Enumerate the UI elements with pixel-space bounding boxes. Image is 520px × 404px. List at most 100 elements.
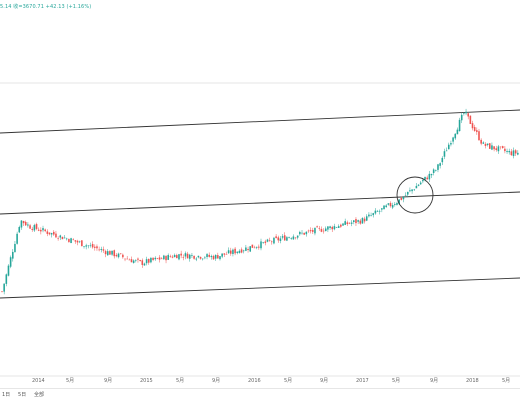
candle-body: [365, 216, 368, 221]
candle-body: [324, 228, 327, 232]
candle-body: [255, 246, 258, 248]
candle-body: [253, 247, 256, 249]
candle-body: [68, 239, 70, 242]
candle-body: [74, 240, 77, 242]
candle-body: [381, 208, 383, 210]
candle-body: [152, 257, 154, 260]
candle-body: [454, 133, 457, 139]
candle-body: [411, 189, 413, 192]
candle-body: [229, 250, 232, 254]
candle-body: [135, 259, 137, 261]
candle-body: [510, 151, 513, 156]
candle-body: [27, 224, 29, 226]
candle-body: [208, 254, 210, 257]
candle-body: [290, 238, 293, 239]
trend-line-2[interactable]: [0, 191, 520, 215]
candle-body: [232, 249, 234, 254]
candle-body: [50, 233, 53, 235]
candle-body: [91, 243, 94, 248]
candle-body: [247, 249, 249, 250]
x-tick-label: 5月: [66, 378, 74, 384]
candle-body: [78, 241, 81, 243]
candle-body: [262, 242, 264, 243]
candle-body: [76, 240, 79, 243]
x-tick-label: 5月: [502, 378, 510, 384]
timeframe-all[interactable]: 全部: [34, 392, 45, 398]
candle-body: [165, 256, 167, 261]
x-tick-label: 2015: [140, 378, 153, 384]
candle-body: [141, 260, 144, 265]
candle-body: [443, 151, 446, 157]
candle-body: [327, 226, 329, 230]
candle-body: [439, 163, 441, 166]
candle-body: [471, 123, 474, 129]
candle-body: [305, 231, 308, 235]
candle-body: [96, 246, 98, 249]
candle-body: [486, 143, 489, 146]
candle-body: [493, 146, 495, 150]
candle-body: [514, 150, 517, 154]
candle-body: [206, 254, 208, 257]
candle-body: [307, 230, 310, 232]
candle-body: [258, 246, 260, 248]
candle-body: [389, 202, 392, 207]
timeframe-5d[interactable]: 5日: [18, 392, 27, 398]
candle-body: [294, 237, 297, 239]
candle-body: [115, 254, 118, 257]
candle-body: [512, 150, 515, 157]
candle-body: [98, 249, 100, 251]
highlight-circle[interactable]: [396, 176, 434, 214]
candle-body: [167, 255, 169, 260]
candle-body: [46, 231, 49, 234]
candle-body: [309, 230, 312, 232]
candle-body: [383, 205, 385, 210]
candle-body: [435, 170, 437, 171]
candle-body: [37, 229, 40, 231]
candle-body: [268, 240, 271, 241]
candle-body: [147, 258, 150, 263]
candle-body: [48, 232, 51, 235]
candle-body: [150, 257, 152, 263]
candle-body: [236, 251, 239, 253]
candle-body: [303, 232, 305, 235]
candle-body: [372, 213, 375, 216]
candle-body: [473, 127, 476, 131]
trend-line-1[interactable]: [0, 109, 520, 134]
candle-body: [182, 257, 185, 258]
candle-body: [219, 256, 221, 260]
candle-body: [312, 230, 314, 232]
candle-body: [318, 228, 321, 229]
candle-body: [484, 143, 487, 146]
candle-body: [331, 226, 334, 230]
candle-body: [348, 222, 351, 224]
candle-body: [385, 205, 387, 208]
candle-body: [361, 218, 364, 224]
candle-body: [501, 146, 504, 149]
x-tick-label: 9月: [212, 378, 220, 384]
candle-body: [163, 255, 165, 260]
candle-body: [450, 143, 452, 145]
timeframe-bar: 1日 5日 全部: [0, 388, 520, 401]
candle-body: [5, 274, 8, 284]
candle-body: [173, 255, 176, 258]
candle-body: [81, 240, 83, 247]
trend-line-3[interactable]: [0, 277, 520, 299]
candle-body: [314, 227, 316, 234]
candle-body: [296, 235, 299, 238]
candle-body: [404, 195, 407, 196]
candle-body: [106, 251, 109, 256]
candle-body: [119, 253, 122, 255]
x-tick-label: 5月: [176, 378, 184, 384]
trend-channel[interactable]: [0, 109, 520, 299]
time-axis-labels: 2014 5月 9月 2015 5月 9月 2016 5月 9月 2017 5月 9月 2018 5月: [32, 378, 510, 384]
candle-body: [476, 130, 478, 132]
timeframe-1d[interactable]: 1日: [2, 392, 11, 398]
candle-body: [270, 241, 273, 243]
candle-body: [176, 255, 178, 259]
candle-body: [109, 251, 111, 255]
candle-body: [335, 227, 338, 228]
candle-body: [337, 226, 340, 228]
candle-body: [117, 253, 120, 258]
candle-body: [22, 220, 25, 224]
